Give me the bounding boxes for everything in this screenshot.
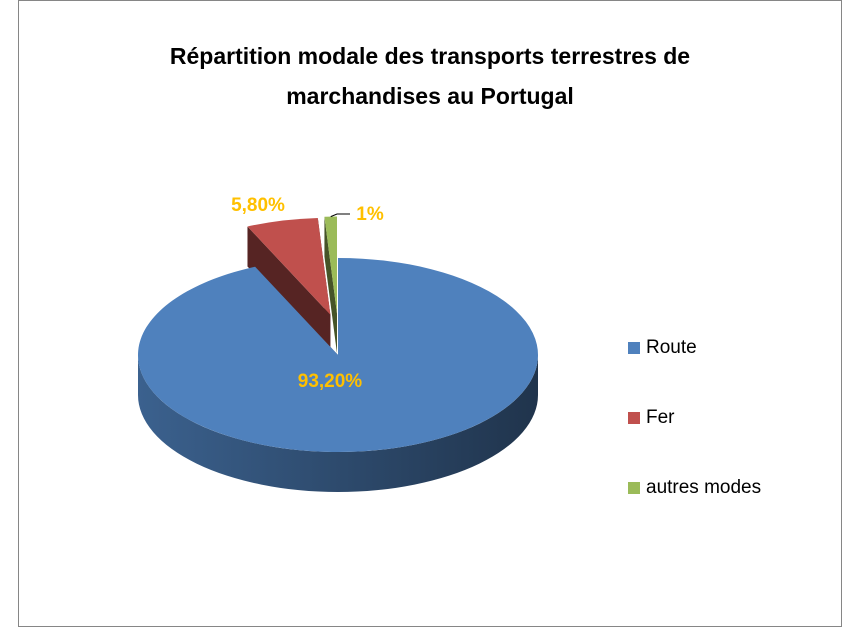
legend-swatch bbox=[628, 412, 640, 424]
slice-side bbox=[138, 355, 538, 492]
data-label: 1% bbox=[356, 204, 384, 225]
slice-face bbox=[324, 216, 338, 354]
legend-swatch bbox=[628, 482, 640, 494]
slice bbox=[324, 216, 338, 314]
slice-face bbox=[247, 226, 331, 355]
legend-label: Fer bbox=[646, 407, 675, 428]
chart-title: Répartition modale des transports terres… bbox=[169, 43, 691, 109]
legend-label: autres modes bbox=[646, 477, 761, 498]
leader-line bbox=[330, 213, 350, 218]
legend-swatch bbox=[628, 342, 640, 354]
data-label: 5,80% bbox=[231, 195, 285, 216]
slice bbox=[138, 258, 539, 452]
data-label: 93,20% bbox=[298, 371, 363, 392]
legend-label: Route bbox=[646, 337, 697, 358]
slice bbox=[247, 217, 331, 315]
